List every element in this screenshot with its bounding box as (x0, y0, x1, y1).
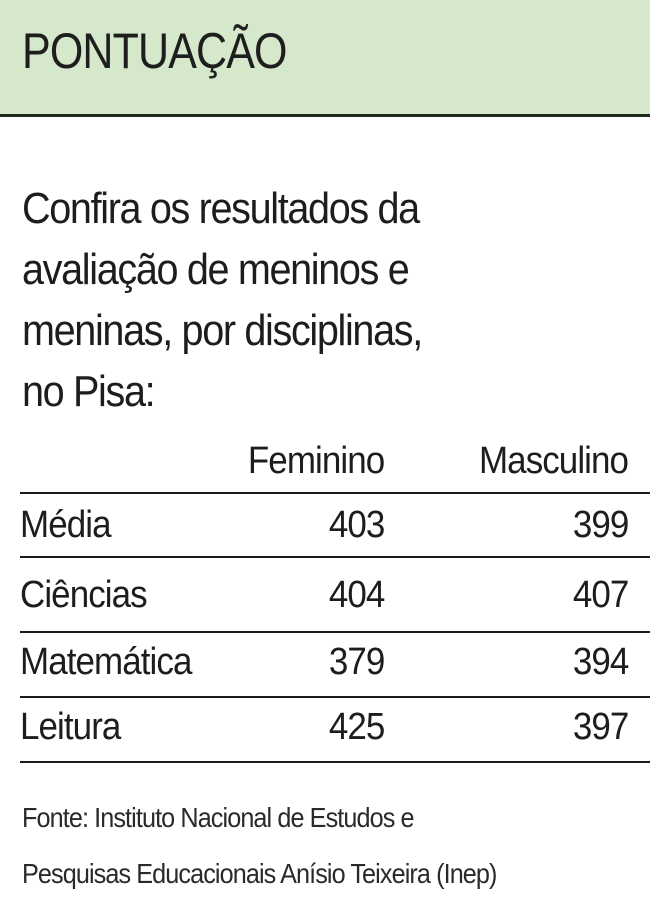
intro-line: meninas, por disciplinas, (22, 306, 423, 355)
cell-feminino: 425 (328, 706, 384, 748)
scores-table: Feminino Masculino Média 403 399 Ciência… (20, 436, 650, 763)
intro-line: no Pisa: (22, 367, 156, 416)
intro-paragraph: Confira os resultados da avaliação de me… (22, 178, 598, 422)
table-header: Feminino Masculino (20, 436, 650, 494)
row-label: Leitura (20, 706, 121, 748)
intro-line: Confira os resultados da (22, 184, 420, 233)
row-label: Ciências (20, 574, 148, 616)
table-row: Matemática 379 394 (20, 633, 650, 698)
header-panel: PONTUAÇÃO (0, 0, 650, 117)
table-row: Ciências 404 407 (20, 558, 650, 633)
table-row: Leitura 425 397 (20, 698, 650, 763)
intro-line: avaliação de meninos e (22, 245, 410, 294)
row-label: Média (20, 504, 112, 546)
source-line: Pesquisas Educacionais Anísio Teixeira (… (22, 858, 497, 889)
cell-feminino: 404 (328, 574, 384, 616)
source-note: Fonte: Instituto Nacional de Estudos e P… (22, 790, 598, 902)
column-header-masculino: Masculino (478, 440, 629, 482)
page-title: PONTUAÇÃO (22, 23, 287, 79)
cell-masculino: 394 (572, 641, 628, 683)
source-line: Fonte: Instituto Nacional de Estudos e (22, 802, 415, 833)
table-row: Média 403 399 (20, 494, 650, 558)
cell-masculino: 399 (572, 504, 628, 546)
column-header-feminino: Feminino (247, 440, 385, 482)
cell-masculino: 407 (572, 574, 628, 616)
row-label: Matemática (20, 641, 192, 683)
cell-masculino: 397 (572, 706, 628, 748)
cell-feminino: 379 (328, 641, 384, 683)
cell-feminino: 403 (328, 504, 384, 546)
